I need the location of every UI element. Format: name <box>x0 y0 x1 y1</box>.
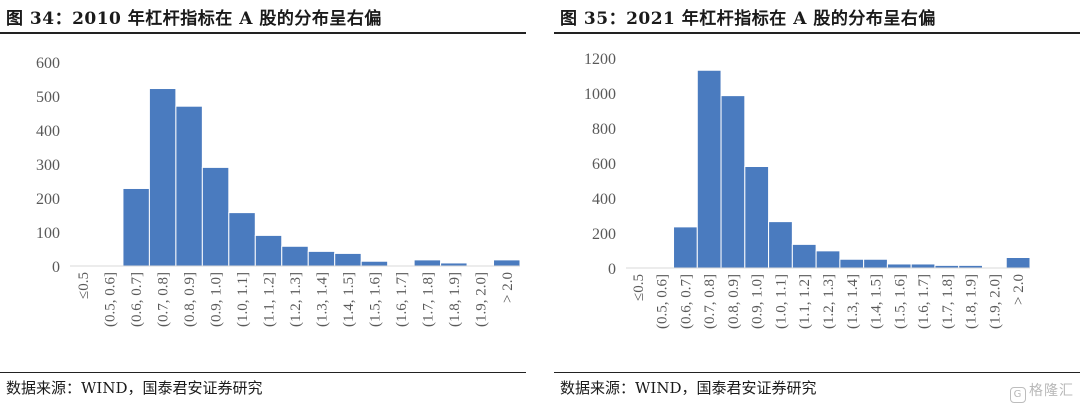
x-tick-label: (1.2, 1.3] <box>288 272 304 327</box>
x-tick-label: (0.8, 0.9] <box>182 272 198 327</box>
x-tick-label: ≤0.5 <box>76 272 92 299</box>
y-tick-label: 300 <box>36 157 60 174</box>
bar-chart-2010: 0 100 200 300 400 500 600 ≤0.5 (0.5, 0.6] (0.6, 0… <box>36 55 521 327</box>
bar <box>815 250 841 269</box>
bar <box>720 95 746 269</box>
bar <box>148 88 177 267</box>
bar <box>228 212 256 267</box>
bar <box>334 252 362 267</box>
bar <box>910 263 936 269</box>
title-rule <box>554 32 1080 34</box>
x-tick-label: (1.1, 1.2] <box>797 274 813 329</box>
bar <box>122 187 150 267</box>
x-tick-label: (1.4, 1.5] <box>341 272 357 327</box>
y-tick-label: 600 <box>592 156 616 173</box>
x-tick-label: (0.8, 0.9] <box>726 274 742 329</box>
bar <box>863 258 888 269</box>
x-tick-label: (1.0, 1.1] <box>235 272 251 327</box>
x-tick-label: (1.1, 1.2] <box>262 272 278 327</box>
y-tick-label: 200 <box>592 226 616 243</box>
source-note: 数据来源：WIND，国泰君安证券研究 <box>6 379 263 397</box>
bar <box>696 69 722 269</box>
bar <box>493 259 521 267</box>
x-tick-label: (1.8, 1.9] <box>964 274 980 329</box>
y-tick-label: 500 <box>36 89 60 106</box>
bar <box>839 258 865 269</box>
y-tick-label: 1200 <box>584 51 616 68</box>
bar <box>768 221 793 269</box>
source-rule <box>554 372 1080 373</box>
x-tick-label: (0.5, 0.6] <box>655 274 671 329</box>
y-tick-label: 0 <box>608 261 616 278</box>
bar <box>413 259 442 267</box>
x-tick-label: (1.3, 1.4] <box>845 274 861 329</box>
y-tick-label: 0 <box>52 259 60 276</box>
x-tick-label: > 2.0 <box>500 272 516 303</box>
bar <box>673 226 698 269</box>
chart-title: 图 34：2010 年杠杆指标在 A 股的分布呈右偏 <box>6 9 382 29</box>
chart-panel-2010: 图 34：2010 年杠杆指标在 A 股的分布呈右偏 0 100 200 300 400… <box>0 0 526 407</box>
x-tick-label: (1.5, 1.6] <box>367 272 383 327</box>
bar-chart-2021: 0 200 400 600 800 1000 1200 ≤0.5 (0.5, 0.6] (0.6,… <box>584 51 1031 329</box>
logo-mark: G <box>1010 387 1026 403</box>
chart-title: 图 35：2021 年杠杆指标在 A 股的分布呈右偏 <box>560 9 936 29</box>
source-note: 数据来源：WIND，国泰君安证券研究 <box>560 379 817 397</box>
x-tick-label: (1.6, 1.7] <box>916 274 932 329</box>
bar <box>744 166 770 269</box>
bar <box>201 166 230 267</box>
y-tick-label: 400 <box>36 123 60 140</box>
bar <box>281 245 309 267</box>
y-tick-label: 800 <box>592 121 616 138</box>
x-tick-label: ≤0.5 <box>631 274 647 301</box>
x-tick-label: (1.9, 2.0] <box>473 272 489 327</box>
title-rule <box>0 32 526 34</box>
x-tick-label: (0.7, 0.8] <box>156 272 172 327</box>
x-tick-label: (1.8, 1.9] <box>447 272 463 327</box>
x-tick-label: (1.4, 1.5] <box>869 274 885 329</box>
x-tick-label: (1.5, 1.6] <box>892 274 908 329</box>
chart-panel-2021: 图 35：2021 年杠杆指标在 A 股的分布呈右偏 0 200 400 600 800… <box>554 0 1080 407</box>
bar <box>307 250 336 267</box>
gelonghui-logo-icon: G 格隆汇 <box>1010 380 1074 403</box>
y-tick-label: 600 <box>36 55 60 72</box>
bar <box>175 105 203 267</box>
y-tick-label: 100 <box>36 225 60 242</box>
x-tick-label: (0.6, 0.7] <box>129 272 145 327</box>
y-tick-label: 200 <box>36 191 60 208</box>
x-tick-label: (1.3, 1.4] <box>314 272 330 327</box>
x-tick-label: (1.6, 1.7] <box>394 272 410 327</box>
x-tick-label: (0.6, 0.7] <box>678 274 694 329</box>
x-tick-label: (1.2, 1.3] <box>821 274 837 329</box>
bar <box>254 234 283 267</box>
x-tick-label: (1.7, 1.8] <box>420 272 436 327</box>
bar <box>360 260 389 267</box>
logo-text: 格隆汇 <box>1029 383 1074 399</box>
y-tick-label: 1000 <box>584 86 616 103</box>
bar <box>1005 257 1031 269</box>
x-tick-label: (1.9, 2.0] <box>987 274 1003 329</box>
bar <box>886 263 912 269</box>
x-tick-label: > 2.0 <box>1011 274 1027 305</box>
x-tick-label: (0.9, 1.0] <box>750 274 766 329</box>
x-tick-label: (1.0, 1.1] <box>773 274 789 329</box>
bar <box>791 243 817 269</box>
x-tick-label: (0.7, 0.8] <box>702 274 718 329</box>
x-tick-label: (1.7, 1.8] <box>940 274 956 329</box>
x-tick-label: (0.9, 1.0] <box>209 272 225 327</box>
source-rule <box>0 372 526 373</box>
y-tick-label: 400 <box>592 191 616 208</box>
x-tick-label: (0.5, 0.6] <box>103 272 119 327</box>
